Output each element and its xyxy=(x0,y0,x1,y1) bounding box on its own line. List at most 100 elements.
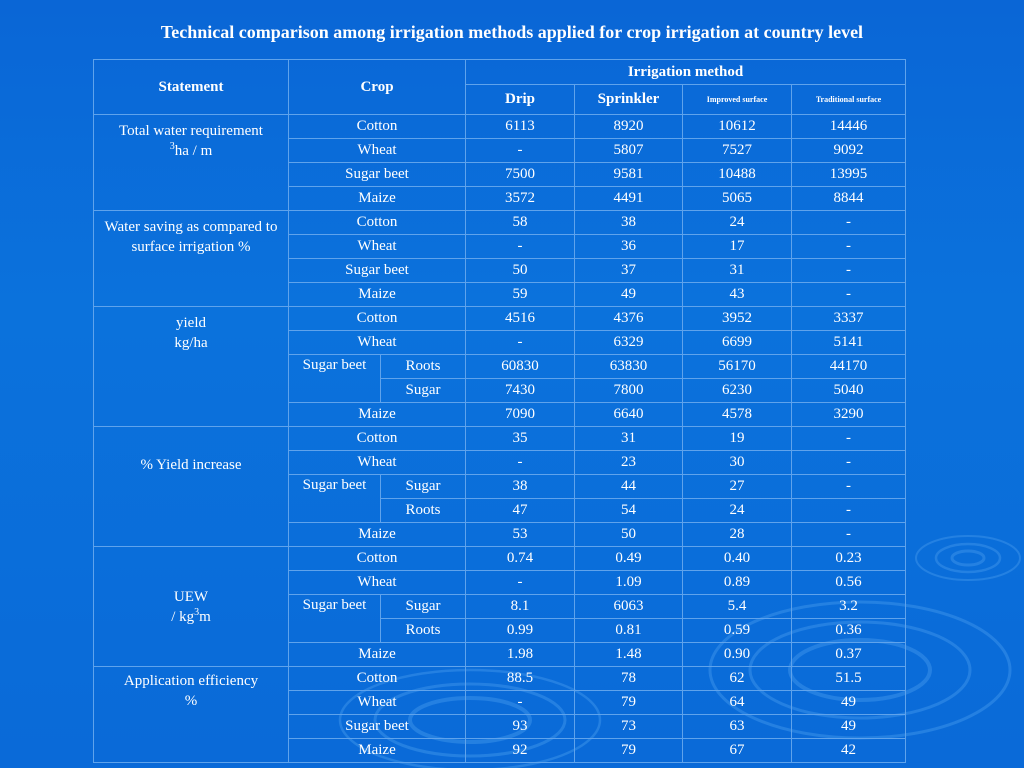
value-cell: - xyxy=(790,450,907,475)
table-row: Wheat - 6329 6699 5141 xyxy=(94,330,907,355)
table-row: Sugar beet Sugar 8.1 6063 5.4 3.2 xyxy=(94,594,907,643)
crop-group-sugar-beet: Sugar beet xyxy=(288,594,381,643)
value-cell: 63 xyxy=(682,714,792,739)
crop-cell: Maize xyxy=(288,522,466,547)
crop-cell: Cotton xyxy=(288,210,466,235)
header-traditional-surface: Traditional surface xyxy=(790,84,907,115)
value-cell: 27 xyxy=(682,474,792,499)
value-cell: 49 xyxy=(790,714,907,739)
statement-application-efficiency: Application efficiency % xyxy=(93,666,289,763)
value-cell: - xyxy=(790,474,907,499)
value-cell: 8844 xyxy=(790,186,907,211)
table-row: Sugar beet 7500 9581 10488 13995 xyxy=(94,162,907,187)
crop-cell: Cotton xyxy=(288,666,466,691)
crop-cell: Maize xyxy=(288,642,466,667)
statement-water-requirement: Total water requirement 3ha / m xyxy=(93,114,289,211)
value-cell: 7430 xyxy=(465,378,575,403)
table-row: Wheat - 36 17 - xyxy=(94,234,907,259)
value-cell: 59 xyxy=(465,282,575,307)
value-cell: - xyxy=(790,234,907,259)
value-cell: 10488 xyxy=(682,162,792,187)
value-cell: 0.59 xyxy=(682,618,792,643)
crop-cell: Maize xyxy=(288,282,466,307)
value-cell: 0.74 xyxy=(465,546,575,571)
value-cell: 5807 xyxy=(574,138,683,163)
value-cell: 4516 xyxy=(465,306,575,331)
value-cell: 9581 xyxy=(574,162,683,187)
crop-cell: Cotton xyxy=(288,426,466,451)
header-crop: Crop xyxy=(288,59,466,115)
value-cell: 1.09 xyxy=(574,570,683,595)
value-cell: 50 xyxy=(574,522,683,547)
value-cell: 92 xyxy=(465,738,575,763)
crop-cell: Wheat xyxy=(288,138,466,163)
table-row: Maize 92 79 67 42 xyxy=(94,738,907,763)
header-irrigation-method: Irrigation method xyxy=(464,59,907,85)
value-cell: 6063 xyxy=(574,594,683,619)
value-cell: 49 xyxy=(790,690,907,715)
crop-cell: Sugar beet xyxy=(288,258,466,283)
value-cell: - xyxy=(465,138,575,163)
value-cell: 47 xyxy=(465,498,575,523)
table-row: Maize 3572 4491 5065 8844 xyxy=(94,186,907,211)
value-cell: 53 xyxy=(465,522,575,547)
table-row: Wheat - 1.09 0.89 0.56 xyxy=(94,570,907,595)
value-cell: 7500 xyxy=(465,162,575,187)
value-cell: 44170 xyxy=(790,354,907,379)
page-title: Technical comparison among irrigation me… xyxy=(160,22,864,42)
value-cell: 7800 xyxy=(574,378,683,403)
statement-uew: UEW / kg3m xyxy=(93,546,289,667)
crop-cell: Wheat xyxy=(288,234,466,259)
table-row: Maize 1.98 1.48 0.90 0.37 xyxy=(94,642,907,667)
value-cell: 63830 xyxy=(574,354,683,379)
value-cell: 1.98 xyxy=(465,642,575,667)
value-cell: 8920 xyxy=(574,114,683,139)
value-cell: 36 xyxy=(574,234,683,259)
value-cell: 42 xyxy=(790,738,907,763)
value-cell: 38 xyxy=(574,210,683,235)
crop-cell: Maize xyxy=(288,402,466,427)
value-cell: 14446 xyxy=(790,114,907,139)
value-cell: 78 xyxy=(574,666,683,691)
header-sprinkler: Sprinkler xyxy=(574,84,683,115)
table-row: Water saving as compared to surface irri… xyxy=(93,210,907,307)
table-row: Total water requirement 3ha / m Cotton 6… xyxy=(93,114,907,211)
value-cell: 0.49 xyxy=(574,546,683,571)
table-row: Roots 0.99 0.81 0.59 0.36 xyxy=(94,618,907,643)
value-cell: 0.56 xyxy=(790,570,907,595)
statement-water-saving: Water saving as compared to surface irri… xyxy=(93,210,289,307)
value-cell: 43 xyxy=(682,282,792,307)
table-row: % Yield increase Cotton 35 31 19 - xyxy=(93,426,907,547)
value-cell: 28 xyxy=(682,522,792,547)
crop-subcell: Roots xyxy=(380,354,466,379)
value-cell: 5065 xyxy=(682,186,792,211)
crop-cell: Maize xyxy=(288,186,466,211)
value-cell: 0.23 xyxy=(790,546,907,571)
value-cell: 3572 xyxy=(465,186,575,211)
value-cell: 38 xyxy=(465,474,575,499)
header-statement: Statement xyxy=(93,59,289,115)
value-cell: 0.81 xyxy=(574,618,683,643)
crop-group-sugar-beet: Sugar beet xyxy=(288,474,381,523)
table-row: Wheat - 79 64 49 xyxy=(94,690,907,715)
crop-group-sugar-beet: Sugar beet xyxy=(288,354,381,403)
statement-yield-increase: % Yield increase xyxy=(93,426,289,547)
crop-cell: Sugar beet xyxy=(288,714,466,739)
value-cell: 0.90 xyxy=(682,642,792,667)
value-cell: 49 xyxy=(574,282,683,307)
table-row: Maize 59 49 43 - xyxy=(94,282,907,307)
crop-subcell: Roots xyxy=(380,498,466,523)
value-cell: 6640 xyxy=(574,402,683,427)
crop-cell: Wheat xyxy=(288,570,466,595)
value-cell: 10612 xyxy=(682,114,792,139)
value-cell: 6113 xyxy=(465,114,575,139)
comparison-table: Statement Crop Irrigation method Drip Sp… xyxy=(93,59,907,763)
value-cell: - xyxy=(465,330,575,355)
crop-subcell: Sugar xyxy=(380,594,466,619)
value-cell: 13995 xyxy=(790,162,907,187)
value-cell: 3952 xyxy=(682,306,792,331)
crop-cell: Wheat xyxy=(288,450,466,475)
value-cell: 64 xyxy=(682,690,792,715)
value-cell: - xyxy=(465,234,575,259)
table-row: Sugar 7430 7800 6230 5040 xyxy=(94,378,907,403)
